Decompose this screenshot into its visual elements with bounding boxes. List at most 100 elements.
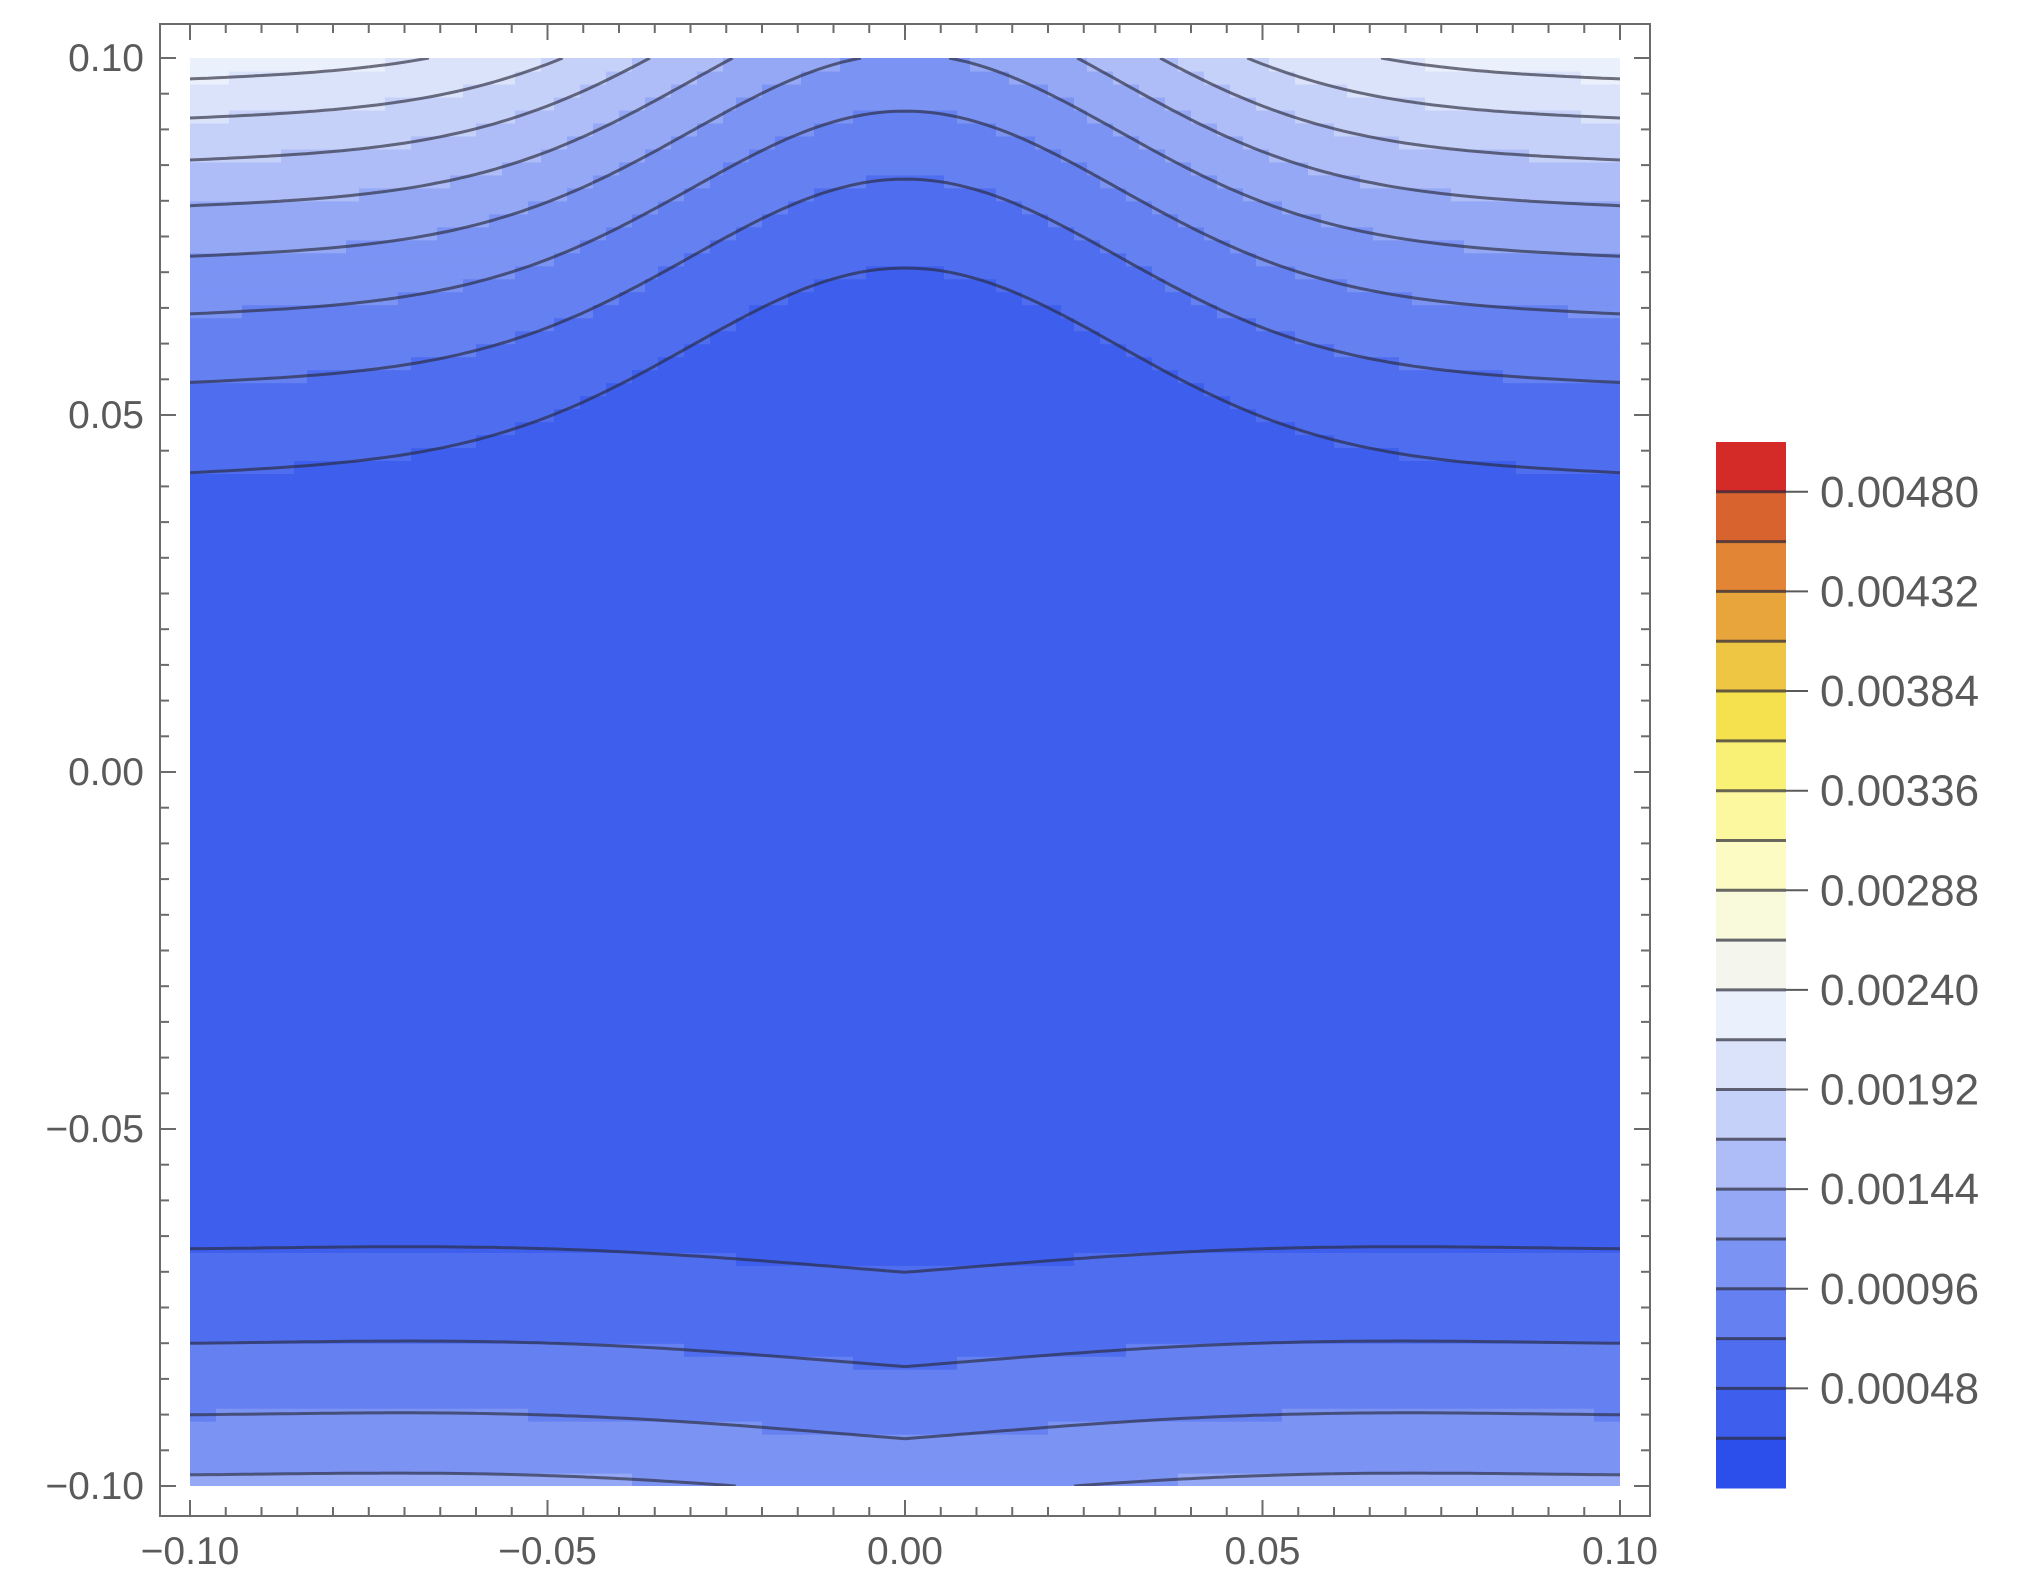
contour-cell xyxy=(684,1083,698,1098)
contour-cell xyxy=(502,1135,516,1150)
contour-cell xyxy=(762,1265,776,1279)
contour-cell xyxy=(242,551,256,565)
contour-cell xyxy=(697,927,711,942)
contour-cell xyxy=(437,1148,451,1163)
contour-cell xyxy=(450,1317,464,1331)
contour-cell xyxy=(619,603,633,617)
contour-cell xyxy=(762,590,776,604)
contour-cell xyxy=(333,447,347,462)
contour-cell xyxy=(476,447,490,462)
contour-cell xyxy=(398,681,412,695)
contour-cell xyxy=(567,421,581,436)
contour-cell xyxy=(255,823,269,838)
contour-cell xyxy=(723,213,737,228)
contour-cell xyxy=(528,720,542,734)
contour-cell xyxy=(502,1109,516,1124)
contour-cell xyxy=(541,1447,555,1461)
contour-cell xyxy=(320,953,334,968)
contour-cell xyxy=(281,1447,295,1461)
contour-cell xyxy=(541,1395,555,1409)
contour-cell xyxy=(190,1356,204,1370)
contour-cell xyxy=(424,797,438,812)
contour-cell xyxy=(294,512,308,526)
contour-cell xyxy=(541,213,555,228)
contour-cell xyxy=(775,1304,789,1318)
contour-cell xyxy=(190,58,204,72)
contour-cell xyxy=(255,810,269,825)
contour-cell xyxy=(424,473,438,487)
contour-cell xyxy=(411,746,425,760)
contour-cell xyxy=(489,914,503,929)
contour-cell xyxy=(255,70,269,85)
contour-cell xyxy=(671,1317,685,1331)
contour-cell xyxy=(281,966,295,981)
contour-cell xyxy=(281,356,295,371)
contour-cell xyxy=(229,408,243,423)
contour-cell xyxy=(242,797,256,812)
contour-cell xyxy=(307,213,321,228)
contour-cell xyxy=(372,1161,386,1176)
contour-cell xyxy=(697,1109,711,1124)
contour-cell xyxy=(671,577,685,591)
contour-cell xyxy=(619,1356,633,1370)
contour-cell xyxy=(606,772,620,786)
contour-cell xyxy=(749,1278,763,1292)
contour-cell xyxy=(359,226,373,241)
contour-cell xyxy=(307,1122,321,1137)
contour-cell xyxy=(489,1369,503,1383)
contour-cell xyxy=(606,343,620,358)
contour-cell xyxy=(697,953,711,968)
contour-cell xyxy=(567,174,581,189)
contour-cell xyxy=(593,1317,607,1331)
contour-cell xyxy=(216,382,230,397)
contour-cell xyxy=(398,1265,412,1279)
contour-cell xyxy=(606,265,620,280)
contour-cell xyxy=(567,512,581,526)
contour-cell xyxy=(645,914,659,929)
contour-cell xyxy=(489,940,503,955)
contour-cell xyxy=(294,940,308,955)
contour-cell xyxy=(320,447,334,462)
contour-cell xyxy=(684,759,698,773)
contour-cell xyxy=(463,862,477,877)
contour-cell xyxy=(632,862,646,877)
contour-cell xyxy=(372,927,386,942)
contour-cell xyxy=(736,1122,750,1137)
contour-cell xyxy=(515,239,529,254)
contour-cell xyxy=(684,525,698,539)
contour-cell xyxy=(398,849,412,864)
contour-cell xyxy=(749,369,763,384)
contour-cell xyxy=(671,1057,685,1072)
contour-cell xyxy=(320,616,334,630)
contour-cell xyxy=(723,434,737,449)
contour-cell xyxy=(346,408,360,423)
contour-cell xyxy=(307,96,321,111)
contour-cell xyxy=(606,655,620,669)
contour-cell xyxy=(411,304,425,319)
contour-cell xyxy=(268,421,282,436)
contour-cell xyxy=(528,1304,542,1318)
contour-cell xyxy=(242,1135,256,1150)
contour-cell xyxy=(541,70,555,85)
contour-cell xyxy=(216,823,230,838)
contour-cell xyxy=(684,83,698,98)
contour-cell xyxy=(229,1369,243,1383)
contour-cell xyxy=(255,265,269,280)
contour-cell xyxy=(190,1382,204,1396)
contour-cell xyxy=(463,486,477,500)
contour-cell xyxy=(515,1304,529,1318)
contour-cell xyxy=(411,1421,425,1435)
contour-cell xyxy=(541,1330,555,1344)
contour-cell xyxy=(541,174,555,189)
contour-cell xyxy=(346,914,360,929)
contour-cell xyxy=(190,681,204,695)
contour-cell xyxy=(567,1460,581,1474)
contour-cell xyxy=(762,810,776,825)
contour-cell xyxy=(463,1226,477,1240)
contour-cell xyxy=(437,823,451,838)
contour-cell xyxy=(658,1447,672,1461)
contour-cell xyxy=(762,356,776,371)
contour-cell xyxy=(320,1148,334,1163)
contour-cell xyxy=(216,1369,230,1383)
contour-cell xyxy=(229,1083,243,1098)
